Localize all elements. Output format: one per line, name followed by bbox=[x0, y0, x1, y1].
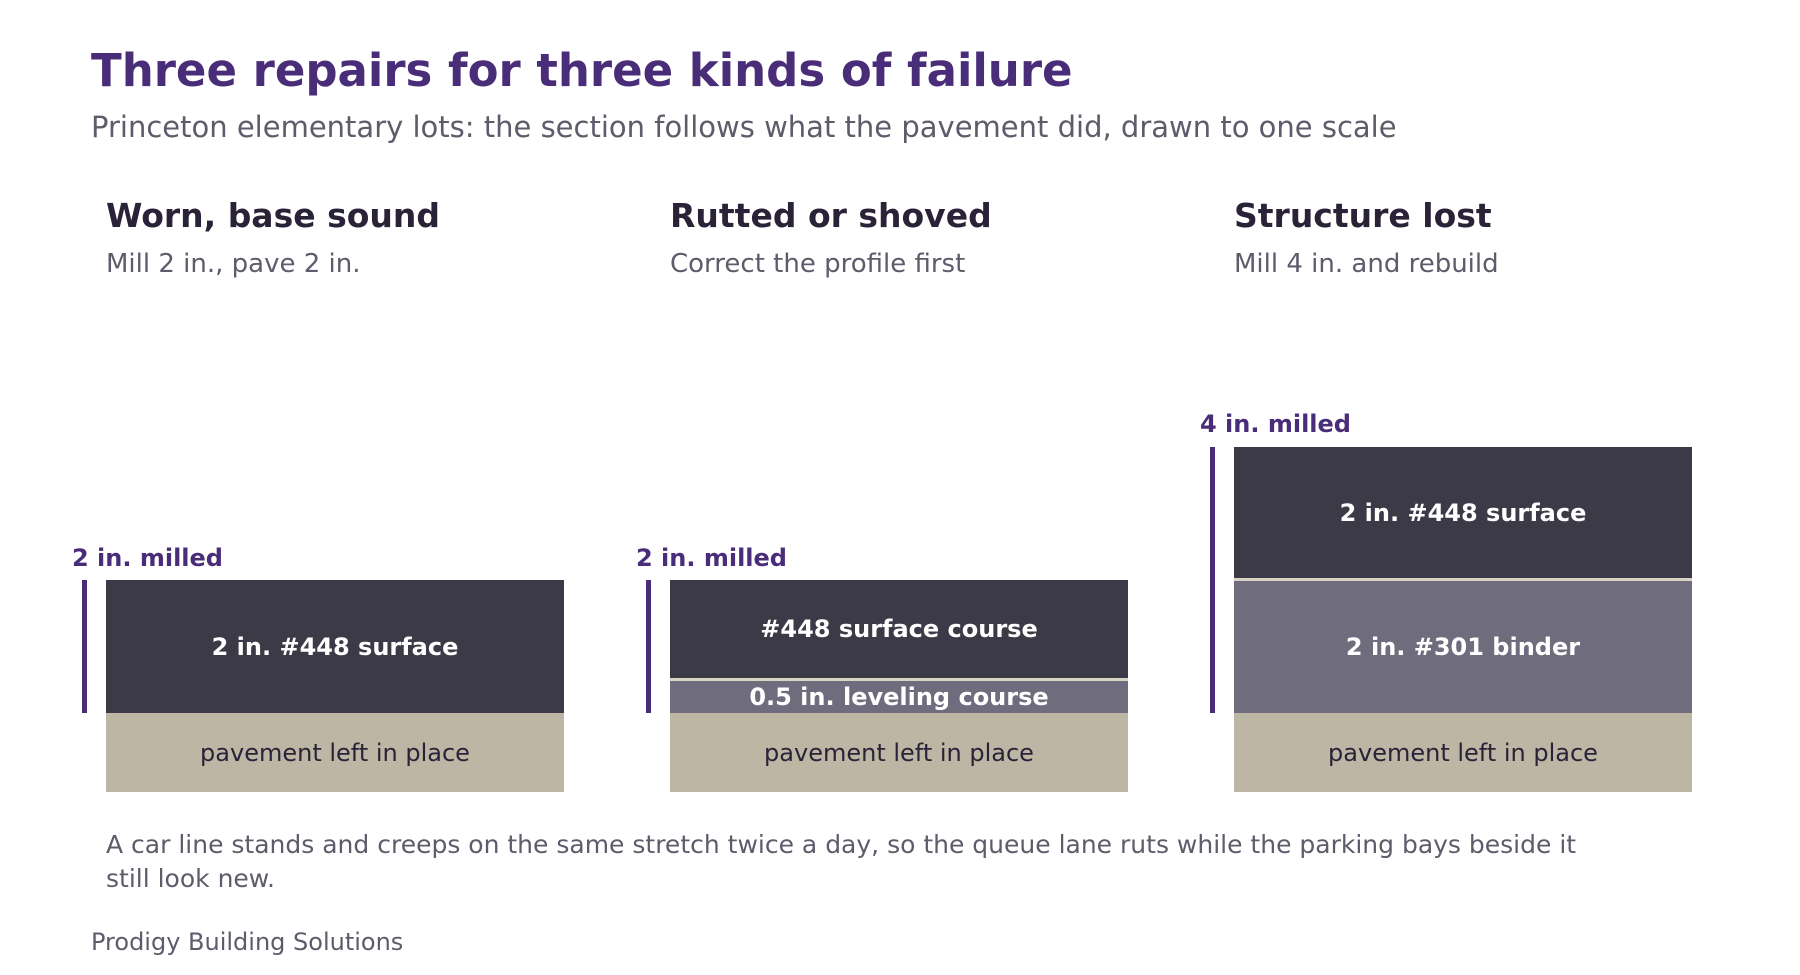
explanatory-note: A car line stands and creeps on the same… bbox=[106, 830, 1577, 893]
column-2-existing-pavement: pavement left in place bbox=[670, 713, 1128, 792]
page-title: Three repairs for three kinds of failure bbox=[91, 44, 1073, 97]
column-2-section: #448 surface course 0.5 in. leveling cou… bbox=[670, 580, 1128, 792]
column-1-section: 2 in. #448 surface pavement left in plac… bbox=[106, 580, 564, 792]
column-1-existing-pavement: pavement left in place bbox=[106, 713, 564, 792]
column-2-milled-depth-bar bbox=[646, 580, 651, 713]
column-2-title: Rutted or shoved bbox=[670, 196, 992, 235]
page-subtitle: Princeton elementary lots: the section f… bbox=[91, 110, 1397, 144]
column-1-milled-depth-bar bbox=[82, 580, 87, 713]
column-2-subtitle: Correct the profile first bbox=[670, 249, 966, 279]
column-3-title: Structure lost bbox=[1234, 196, 1492, 235]
column-3-surface-layer: 2 in. #448 surface bbox=[1234, 447, 1692, 578]
column-1-title: Worn, base sound bbox=[106, 196, 441, 235]
column-1-milled-label: 2 in. milled bbox=[72, 544, 223, 572]
column-2-surface-layer: #448 surface course bbox=[670, 580, 1128, 678]
column-3-existing-pavement: pavement left in place bbox=[1234, 713, 1692, 792]
column-3-milled-depth-bar bbox=[1210, 447, 1215, 713]
column-3-milled-label: 4 in. milled bbox=[1200, 410, 1351, 438]
column-1-subtitle: Mill 2 in., pave 2 in. bbox=[106, 249, 361, 279]
column-3-section: 2 in. #448 surface 2 in. #301 binder pav… bbox=[1234, 447, 1692, 792]
column-2-leveling-layer: 0.5 in. leveling course bbox=[670, 678, 1128, 713]
column-3-subtitle: Mill 4 in. and rebuild bbox=[1234, 249, 1499, 279]
column-2-milled-label: 2 in. milled bbox=[636, 544, 787, 572]
column-1-surface-layer: 2 in. #448 surface bbox=[106, 580, 564, 713]
column-3-binder-layer: 2 in. #301 binder bbox=[1234, 578, 1692, 713]
footer-credit: Prodigy Building Solutions bbox=[91, 928, 404, 956]
